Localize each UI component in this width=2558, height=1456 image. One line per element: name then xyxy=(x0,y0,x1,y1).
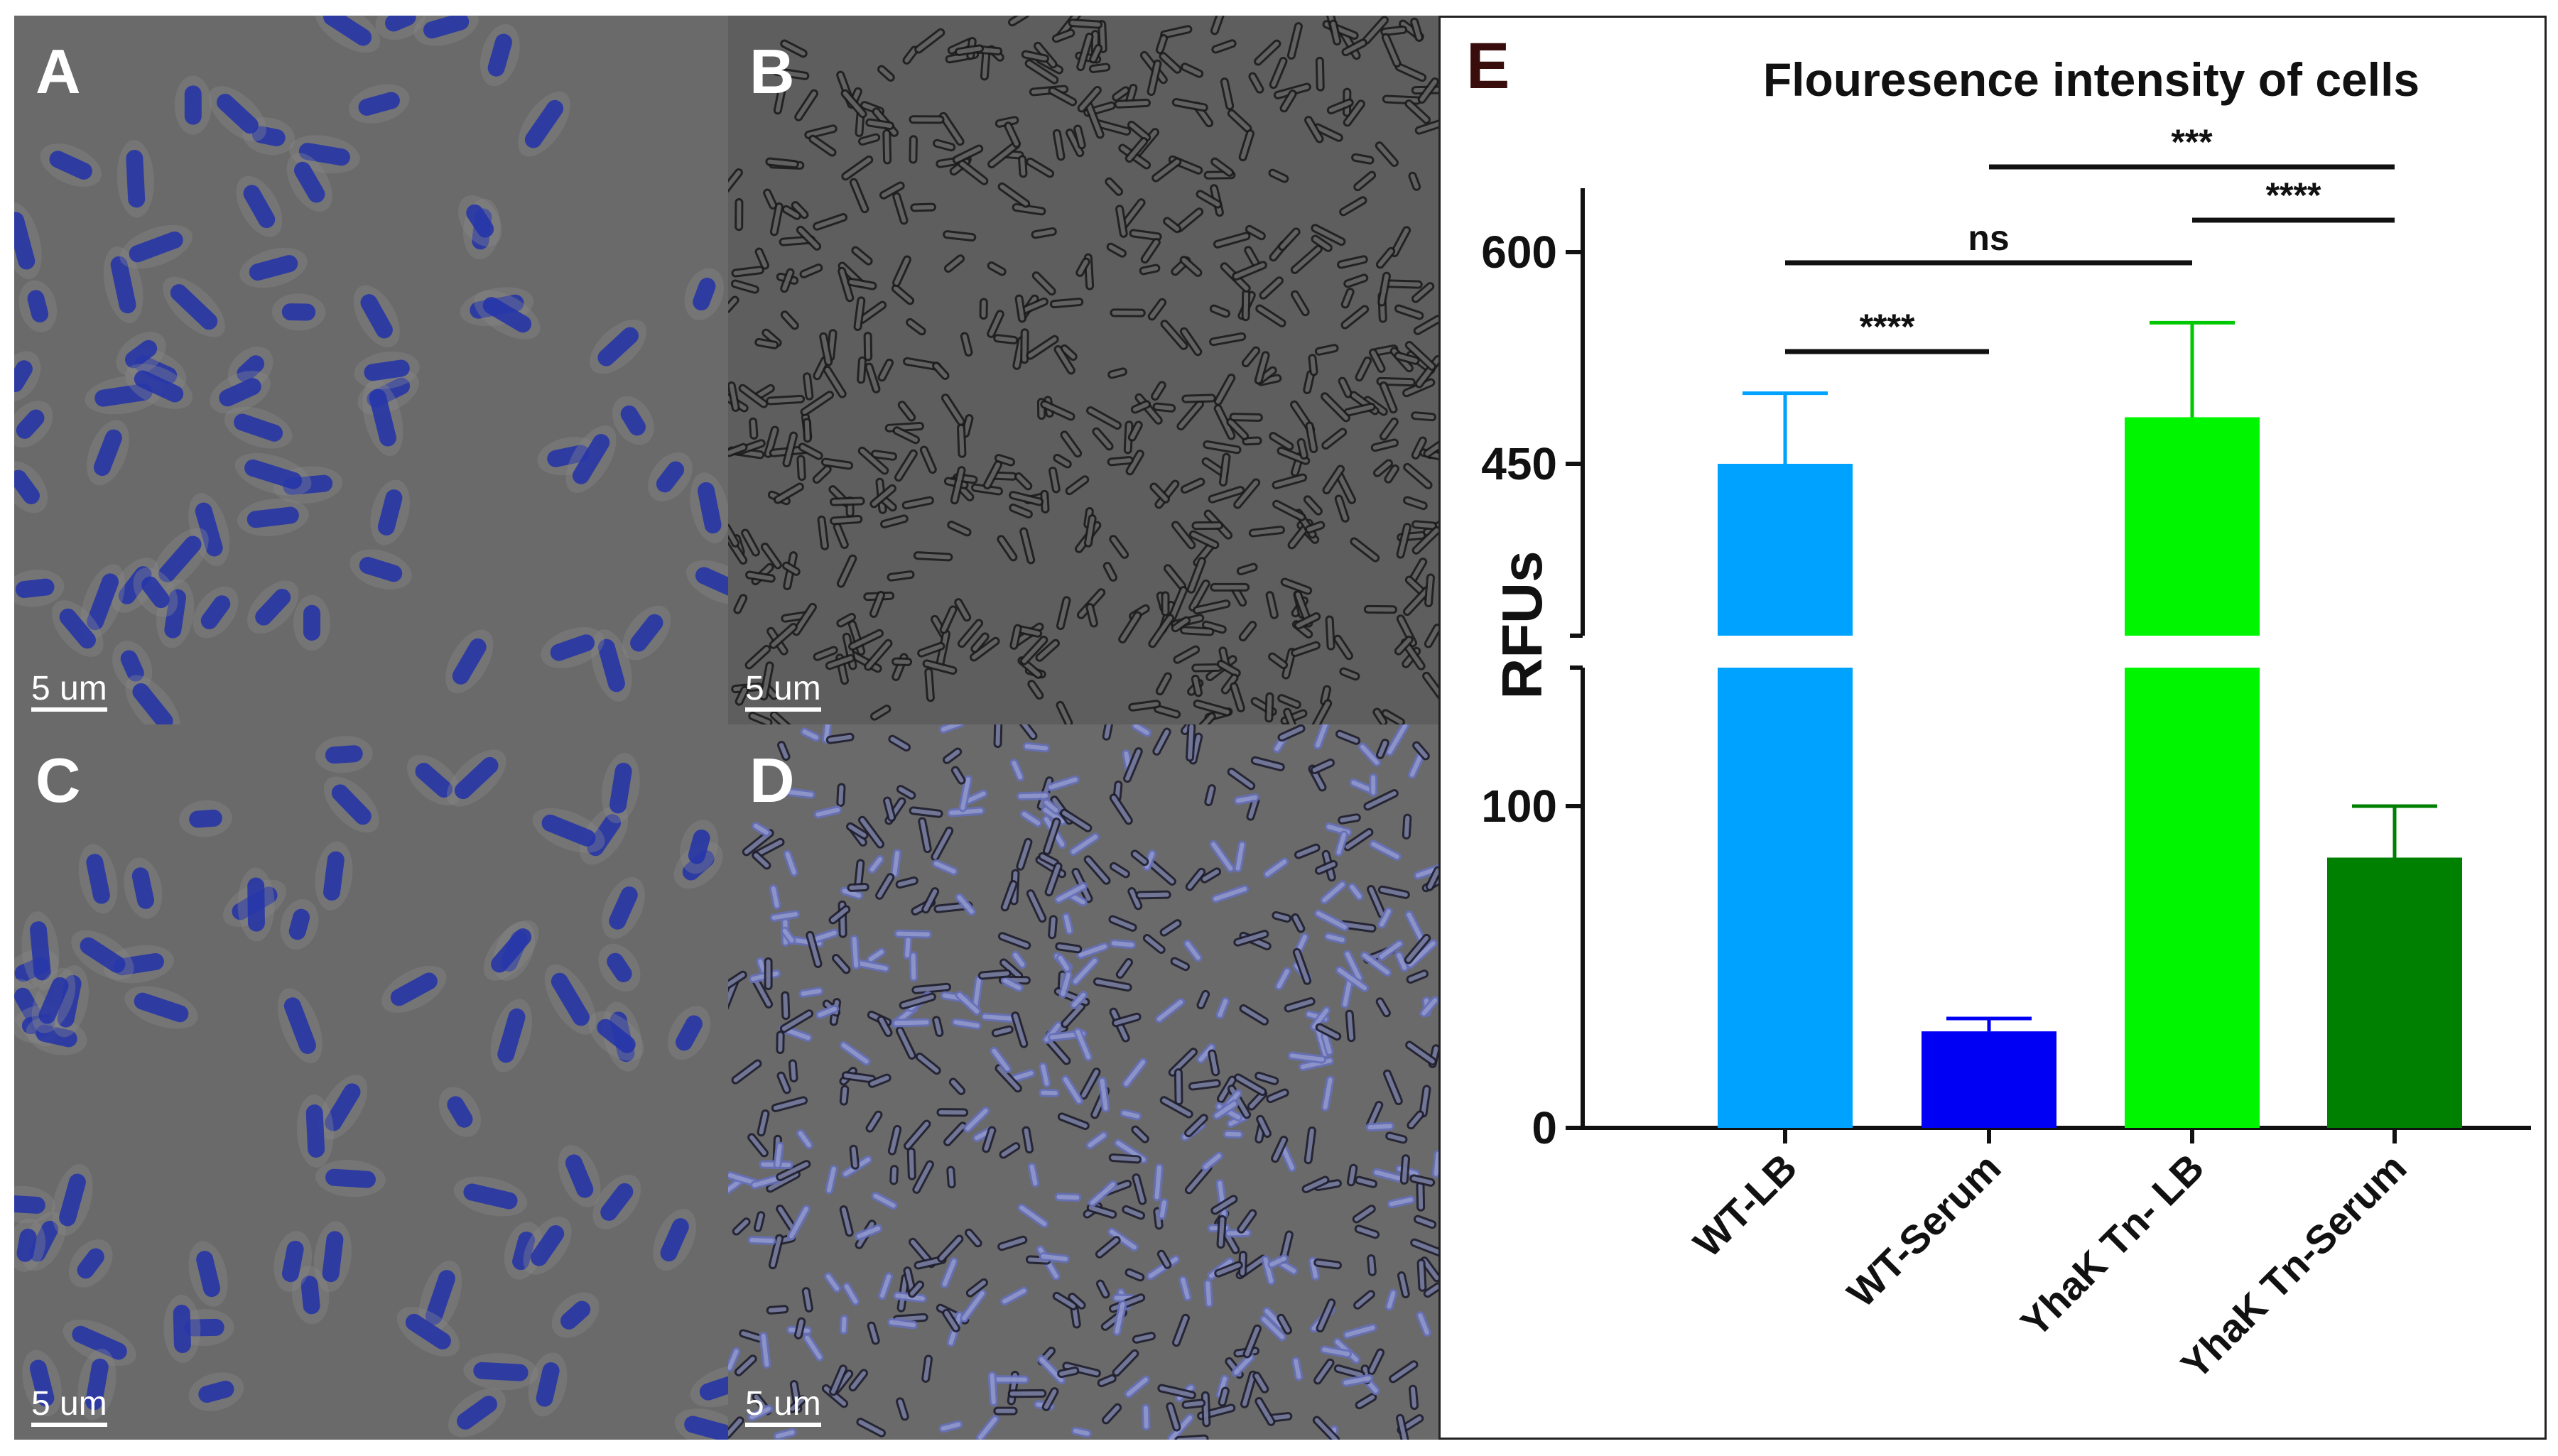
bar-lower-segment xyxy=(1718,668,1853,1128)
panel-label-e: E xyxy=(1466,30,1510,102)
cell-field-b xyxy=(728,16,1438,724)
significance-label: ns xyxy=(1968,218,2009,258)
y-tick-label: 100 xyxy=(1481,781,1557,832)
scale-bar-c: 5 um xyxy=(31,1387,107,1427)
x-tick-label: YhaK Tn-Serum xyxy=(2172,1145,2415,1388)
bar xyxy=(2327,857,2462,1128)
x-tick-label: YhaK Tn- LB xyxy=(2012,1145,2212,1345)
significance-label: **** xyxy=(1860,307,1915,347)
bar-lower-segment xyxy=(2125,668,2260,1128)
y-tick-label: 600 xyxy=(1481,227,1557,278)
panel-label-a: A xyxy=(36,36,81,107)
cell-field-a xyxy=(14,16,728,724)
panel-label-c: C xyxy=(36,745,81,815)
chart-panel-e: E Flouresence intensity of cells RFUs 0 1… xyxy=(1438,16,2547,1440)
scale-bar-b: 5 um xyxy=(745,672,821,712)
bar xyxy=(1922,1031,2056,1128)
significance-label: *** xyxy=(2171,122,2213,162)
micrograph-d: D 5 um xyxy=(728,724,1438,1440)
micrograph-a: A 5 um xyxy=(14,16,728,724)
significance-label: **** xyxy=(2266,175,2321,215)
cell-field-c xyxy=(14,724,728,1440)
panel-label-d: D xyxy=(749,745,795,815)
y-axis-label: RFUs xyxy=(1490,551,1554,700)
scale-bar-d: 5 um xyxy=(745,1387,821,1427)
y-tick-label: 0 xyxy=(1532,1102,1557,1153)
panel-label-b: B xyxy=(749,36,795,107)
cell-field-d xyxy=(728,724,1438,1440)
bar-chart: Flouresence intensity of cells RFUs 0 100… xyxy=(1481,53,2531,1388)
micrograph-c: C 5 um xyxy=(14,724,728,1440)
bar xyxy=(1718,464,1853,636)
x-tick-label: WT-Serum xyxy=(1838,1145,2009,1315)
micrograph-b: B 5 um xyxy=(728,16,1438,724)
x-tick-label: WT-LB xyxy=(1685,1145,1806,1266)
bar xyxy=(2125,417,2260,636)
chart-title: Flouresence intensity of cells xyxy=(1763,53,2419,106)
scale-bar-a: 5 um xyxy=(31,672,107,712)
y-tick-label: 450 xyxy=(1481,438,1557,489)
